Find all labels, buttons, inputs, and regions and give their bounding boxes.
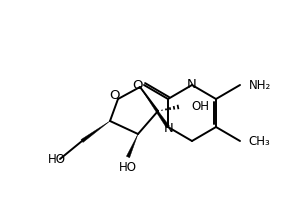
- Text: CH₃: CH₃: [248, 135, 270, 148]
- Text: HO: HO: [48, 153, 66, 166]
- Text: N: N: [187, 78, 197, 91]
- Text: OH: OH: [191, 100, 209, 113]
- Text: O: O: [109, 89, 119, 102]
- Text: HO: HO: [119, 161, 137, 174]
- Polygon shape: [81, 121, 110, 143]
- Text: O: O: [132, 79, 142, 92]
- Text: N: N: [164, 122, 174, 135]
- Text: NH₂: NH₂: [249, 79, 271, 92]
- Polygon shape: [126, 134, 138, 158]
- Polygon shape: [140, 88, 169, 128]
